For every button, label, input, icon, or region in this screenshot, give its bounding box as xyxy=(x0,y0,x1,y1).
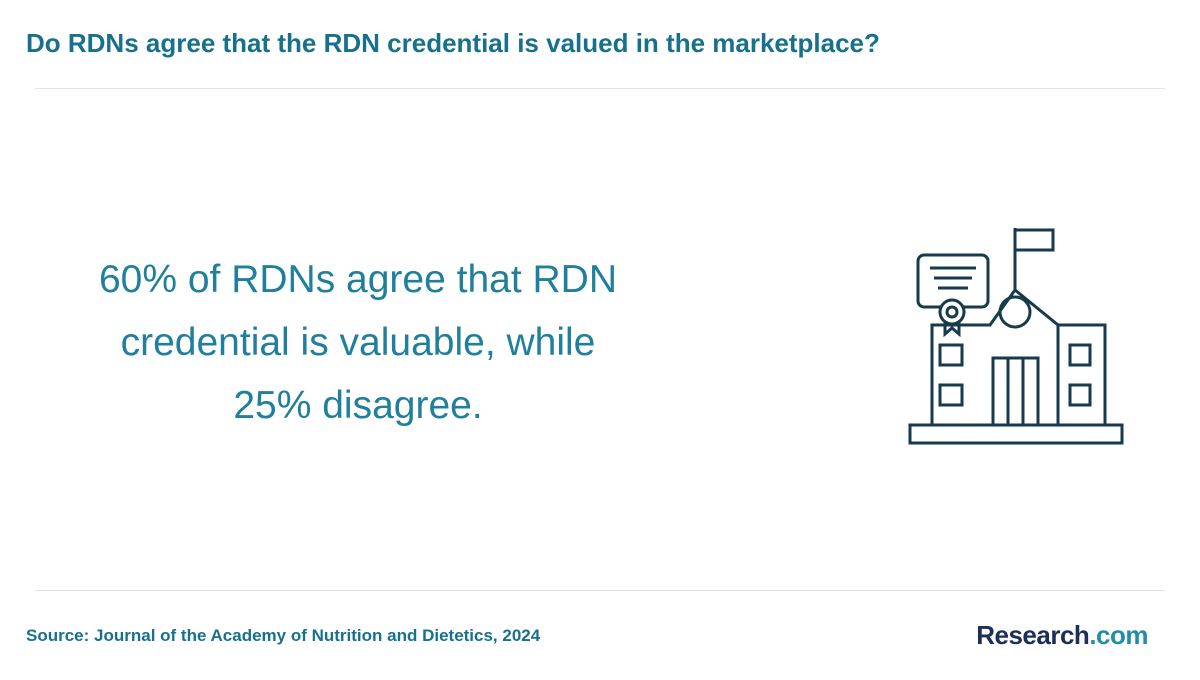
divider xyxy=(35,88,1165,89)
statement-line: credential is valuable, while xyxy=(120,321,596,364)
statement-line: 25% disagree. xyxy=(233,384,483,427)
source: Source: Journal of the Academy of Nutrit… xyxy=(26,626,541,645)
logo: Research.com xyxy=(976,620,1148,651)
logo-suffix: .com xyxy=(1089,620,1148,650)
title: Do RDNs agree that the RDN credential is… xyxy=(26,28,880,58)
logo-name: Research xyxy=(976,620,1090,650)
school-icon xyxy=(908,228,1124,445)
statement-line: 60% of RDNs agree that RDN xyxy=(98,258,618,301)
divider xyxy=(35,590,1165,591)
statement: 60% of RDNs agree that RDN credential is… xyxy=(40,248,676,437)
